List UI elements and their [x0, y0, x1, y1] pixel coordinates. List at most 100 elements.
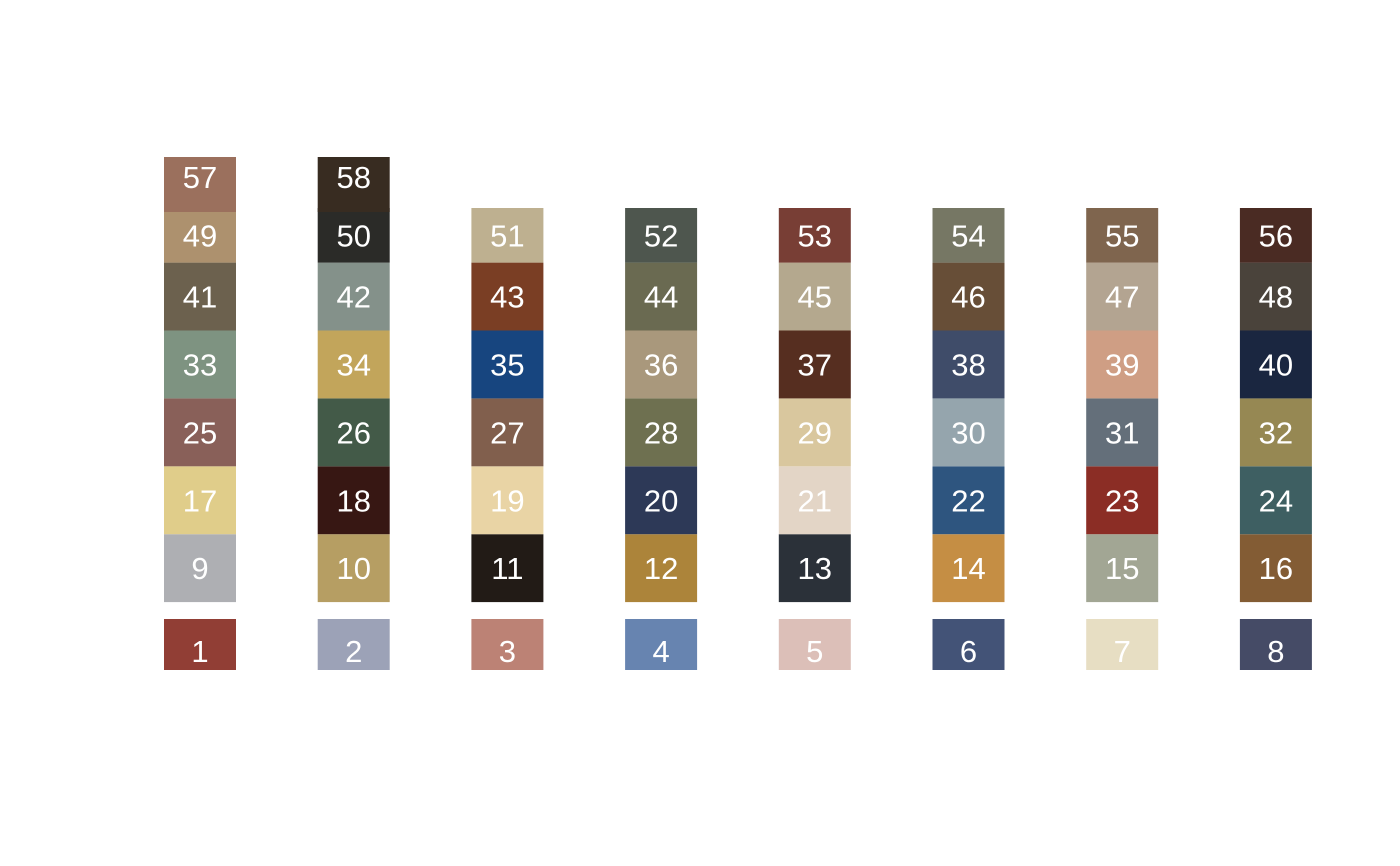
swatch-label-19: 19	[490, 483, 524, 518]
swatch-label-12: 12	[644, 551, 678, 586]
swatch-24: 24	[1239, 466, 1312, 535]
swatch-rect-4	[625, 619, 698, 670]
swatch-12: 12	[625, 534, 698, 603]
swatch-57: 57	[164, 157, 236, 212]
swatch-rect-9	[164, 534, 236, 603]
swatch-label-45: 45	[798, 280, 832, 315]
swatch-20: 20	[625, 466, 698, 535]
swatch-29: 29	[778, 398, 851, 467]
swatch-4: 4	[625, 619, 698, 670]
swatch-label-49: 49	[183, 218, 217, 253]
swatch-label-37: 37	[798, 347, 832, 382]
swatch-13: 13	[778, 534, 851, 603]
swatch-9: 9	[164, 534, 236, 603]
swatch-label-32: 32	[1259, 415, 1293, 450]
swatch-label-18: 18	[336, 483, 370, 518]
swatch-rect-44	[625, 262, 698, 331]
swatch-label-15: 15	[1105, 551, 1139, 586]
swatch-8: 8	[1239, 619, 1312, 670]
swatch-16: 16	[1239, 534, 1312, 603]
swatch-2: 2	[317, 619, 390, 670]
swatch-label-21: 21	[798, 483, 832, 518]
swatch-rect-39	[1086, 330, 1159, 399]
swatch-rect-26	[317, 398, 390, 467]
swatch-label-58: 58	[336, 160, 370, 195]
swatch-rect-56	[1239, 208, 1312, 263]
swatch-49: 49	[164, 208, 236, 263]
swatch-label-39: 39	[1105, 347, 1139, 382]
swatch-rect-49	[164, 208, 236, 263]
swatch-rect-21	[778, 466, 851, 535]
swatch-rect-10	[317, 534, 390, 603]
swatch-51: 51	[471, 208, 544, 263]
swatch-label-17: 17	[183, 483, 217, 518]
swatch-39: 39	[1086, 330, 1159, 399]
swatch-rect-12	[625, 534, 698, 603]
swatch-label-34: 34	[336, 347, 370, 382]
swatch-rect-57	[164, 157, 236, 212]
swatch-43: 43	[471, 262, 544, 331]
swatch-33: 33	[164, 330, 236, 399]
swatch-19: 19	[471, 466, 544, 535]
swatch-15: 15	[1086, 534, 1159, 603]
swatch-label-4: 4	[652, 634, 669, 669]
swatch-22: 22	[932, 466, 1005, 535]
swatch-label-36: 36	[644, 347, 678, 382]
swatch-rect-37	[778, 330, 851, 399]
swatch-17: 17	[164, 466, 236, 535]
swatch-rect-20	[625, 466, 698, 535]
swatch-25: 25	[164, 398, 236, 467]
swatch-rect-22	[932, 466, 1005, 535]
swatch-label-46: 46	[951, 280, 985, 315]
swatch-rect-36	[625, 330, 698, 399]
swatch-14: 14	[932, 534, 1005, 603]
swatch-rect-47	[1086, 262, 1159, 331]
swatch-label-31: 31	[1105, 415, 1139, 450]
swatch-3: 3	[471, 619, 544, 670]
swatch-label-56: 56	[1259, 218, 1293, 253]
swatch-label-11: 11	[491, 551, 523, 586]
swatch-label-9: 9	[191, 551, 208, 586]
swatch-rect-58	[317, 157, 390, 212]
swatch-label-44: 44	[644, 280, 678, 315]
swatch-rect-7	[1086, 619, 1159, 670]
swatch-label-6: 6	[960, 634, 977, 669]
swatch-34: 34	[317, 330, 390, 399]
swatch-rect-35	[471, 330, 544, 399]
swatch-label-8: 8	[1267, 634, 1284, 669]
swatch-rect-28	[625, 398, 698, 467]
swatch-36: 36	[625, 330, 698, 399]
swatch-rect-45	[778, 262, 851, 331]
swatch-rect-16	[1239, 534, 1312, 603]
swatch-label-54: 54	[951, 218, 985, 253]
swatch-label-33: 33	[183, 347, 217, 382]
swatch-rect-46	[932, 262, 1005, 331]
swatch-rect-8	[1239, 619, 1312, 670]
swatch-rect-18	[317, 466, 390, 535]
swatch-rect-33	[164, 330, 236, 399]
swatch-40: 40	[1239, 330, 1312, 399]
swatch-label-1: 1	[191, 634, 208, 669]
swatch-1: 1	[164, 619, 236, 670]
swatch-32: 32	[1239, 398, 1312, 467]
swatch-label-29: 29	[798, 415, 832, 450]
swatch-rect-34	[317, 330, 390, 399]
swatch-rect-42	[317, 262, 390, 331]
swatch-rect-3	[471, 619, 544, 670]
swatch-42: 42	[317, 262, 390, 331]
swatch-48: 48	[1239, 262, 1312, 331]
swatch-rect-15	[1086, 534, 1159, 603]
swatch-rect-29	[778, 398, 851, 467]
swatch-label-35: 35	[490, 347, 524, 382]
swatch-label-40: 40	[1259, 347, 1293, 382]
swatch-label-51: 51	[490, 218, 524, 253]
swatch-label-3: 3	[499, 634, 516, 669]
swatch-6: 6	[932, 619, 1005, 670]
swatch-rect-17	[164, 466, 236, 535]
swatch-label-22: 22	[951, 483, 985, 518]
swatch-label-28: 28	[644, 415, 678, 450]
swatch-rect-32	[1239, 398, 1312, 467]
swatch-label-26: 26	[336, 415, 370, 450]
